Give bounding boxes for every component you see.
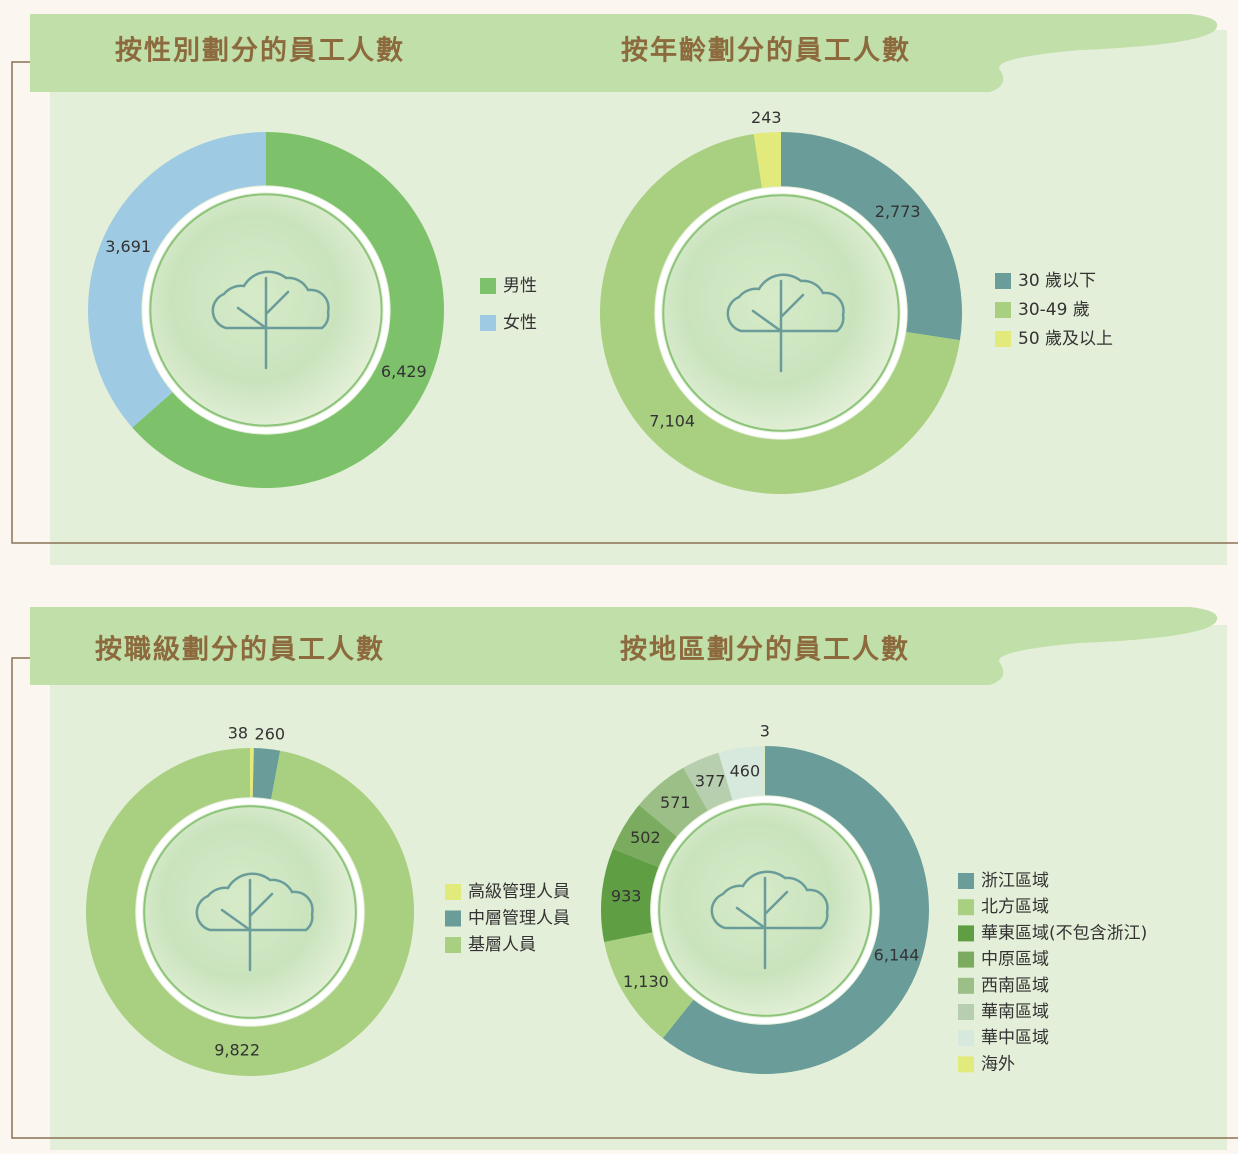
value-label: 2,773 (875, 202, 921, 221)
infographic: 按性別劃分的員工人數 6,429 男性 3,691 女性 按年齡劃分的員工人數 2,773 3… (0, 0, 1238, 1154)
chart-title: 按年齡劃分的員工人數 (621, 35, 911, 67)
legend-label: 華中區域 (981, 1028, 1049, 1048)
legend-label: 基層人員 (468, 935, 536, 955)
legend-label: 30 歲以下 (1018, 271, 1096, 291)
legend-swatch (445, 937, 461, 953)
value-label: 3 (760, 722, 770, 741)
legend-label: 浙江區域 (981, 871, 1049, 891)
value-label: 502 (630, 828, 661, 847)
legend-label: 高級管理人員 (468, 882, 570, 902)
value-label: 6,144 (874, 946, 920, 965)
value-label: 933 (611, 886, 642, 905)
legend-swatch (958, 1004, 974, 1020)
legend-swatch (480, 278, 496, 294)
legend-swatch (445, 911, 461, 927)
legend-label: 華東區域(不包含浙江) (981, 923, 1147, 943)
legend-swatch (958, 873, 974, 889)
value-label: 9,822 (214, 1040, 260, 1059)
value-label: 571 (660, 793, 691, 812)
legend-swatch (445, 884, 461, 900)
page: 按性別劃分的員工人數 6,429 男性 3,691 女性 按年齡劃分的員工人數 2,773 3… (0, 0, 1238, 1154)
legend-label: 男性 (503, 276, 537, 296)
legend-label: 中原區域 (981, 950, 1049, 970)
chart-title: 按性別劃分的員工人數 (115, 35, 405, 67)
value-label: 460 (730, 762, 761, 781)
legend-label: 女性 (503, 313, 537, 333)
legend-swatch (958, 899, 974, 915)
value-label: 1,130 (623, 972, 669, 991)
value-label: 377 (695, 771, 726, 790)
legend-label: 30-49 歲 (1018, 300, 1090, 320)
legend-swatch (958, 1056, 974, 1072)
value-label: 7,104 (649, 411, 695, 430)
legend-label: 50 歲及以上 (1018, 329, 1113, 349)
legend-swatch (995, 273, 1011, 289)
legend-label: 北方區域 (981, 897, 1049, 917)
legend-swatch (958, 925, 974, 941)
value-label: 6,429 (381, 362, 427, 381)
legend-swatch (958, 978, 974, 994)
value-label: 260 (255, 724, 286, 743)
legend-swatch (995, 302, 1011, 318)
value-label: 38 (228, 724, 248, 743)
legend-swatch (958, 952, 974, 968)
legend-label: 海外 (981, 1054, 1015, 1074)
value-label: 3,691 (105, 237, 151, 256)
legend-label: 西南區域 (981, 976, 1049, 996)
value-label: 243 (751, 108, 782, 127)
legend-swatch (995, 331, 1011, 347)
legend-swatch (480, 315, 496, 331)
legend-swatch (958, 1030, 974, 1046)
chart-title: 按地區劃分的員工人數 (620, 634, 910, 666)
legend-label: 中層管理人員 (468, 909, 570, 929)
chart-title: 按職級劃分的員工人數 (95, 634, 385, 666)
legend-label: 華南區域 (981, 1002, 1049, 1022)
